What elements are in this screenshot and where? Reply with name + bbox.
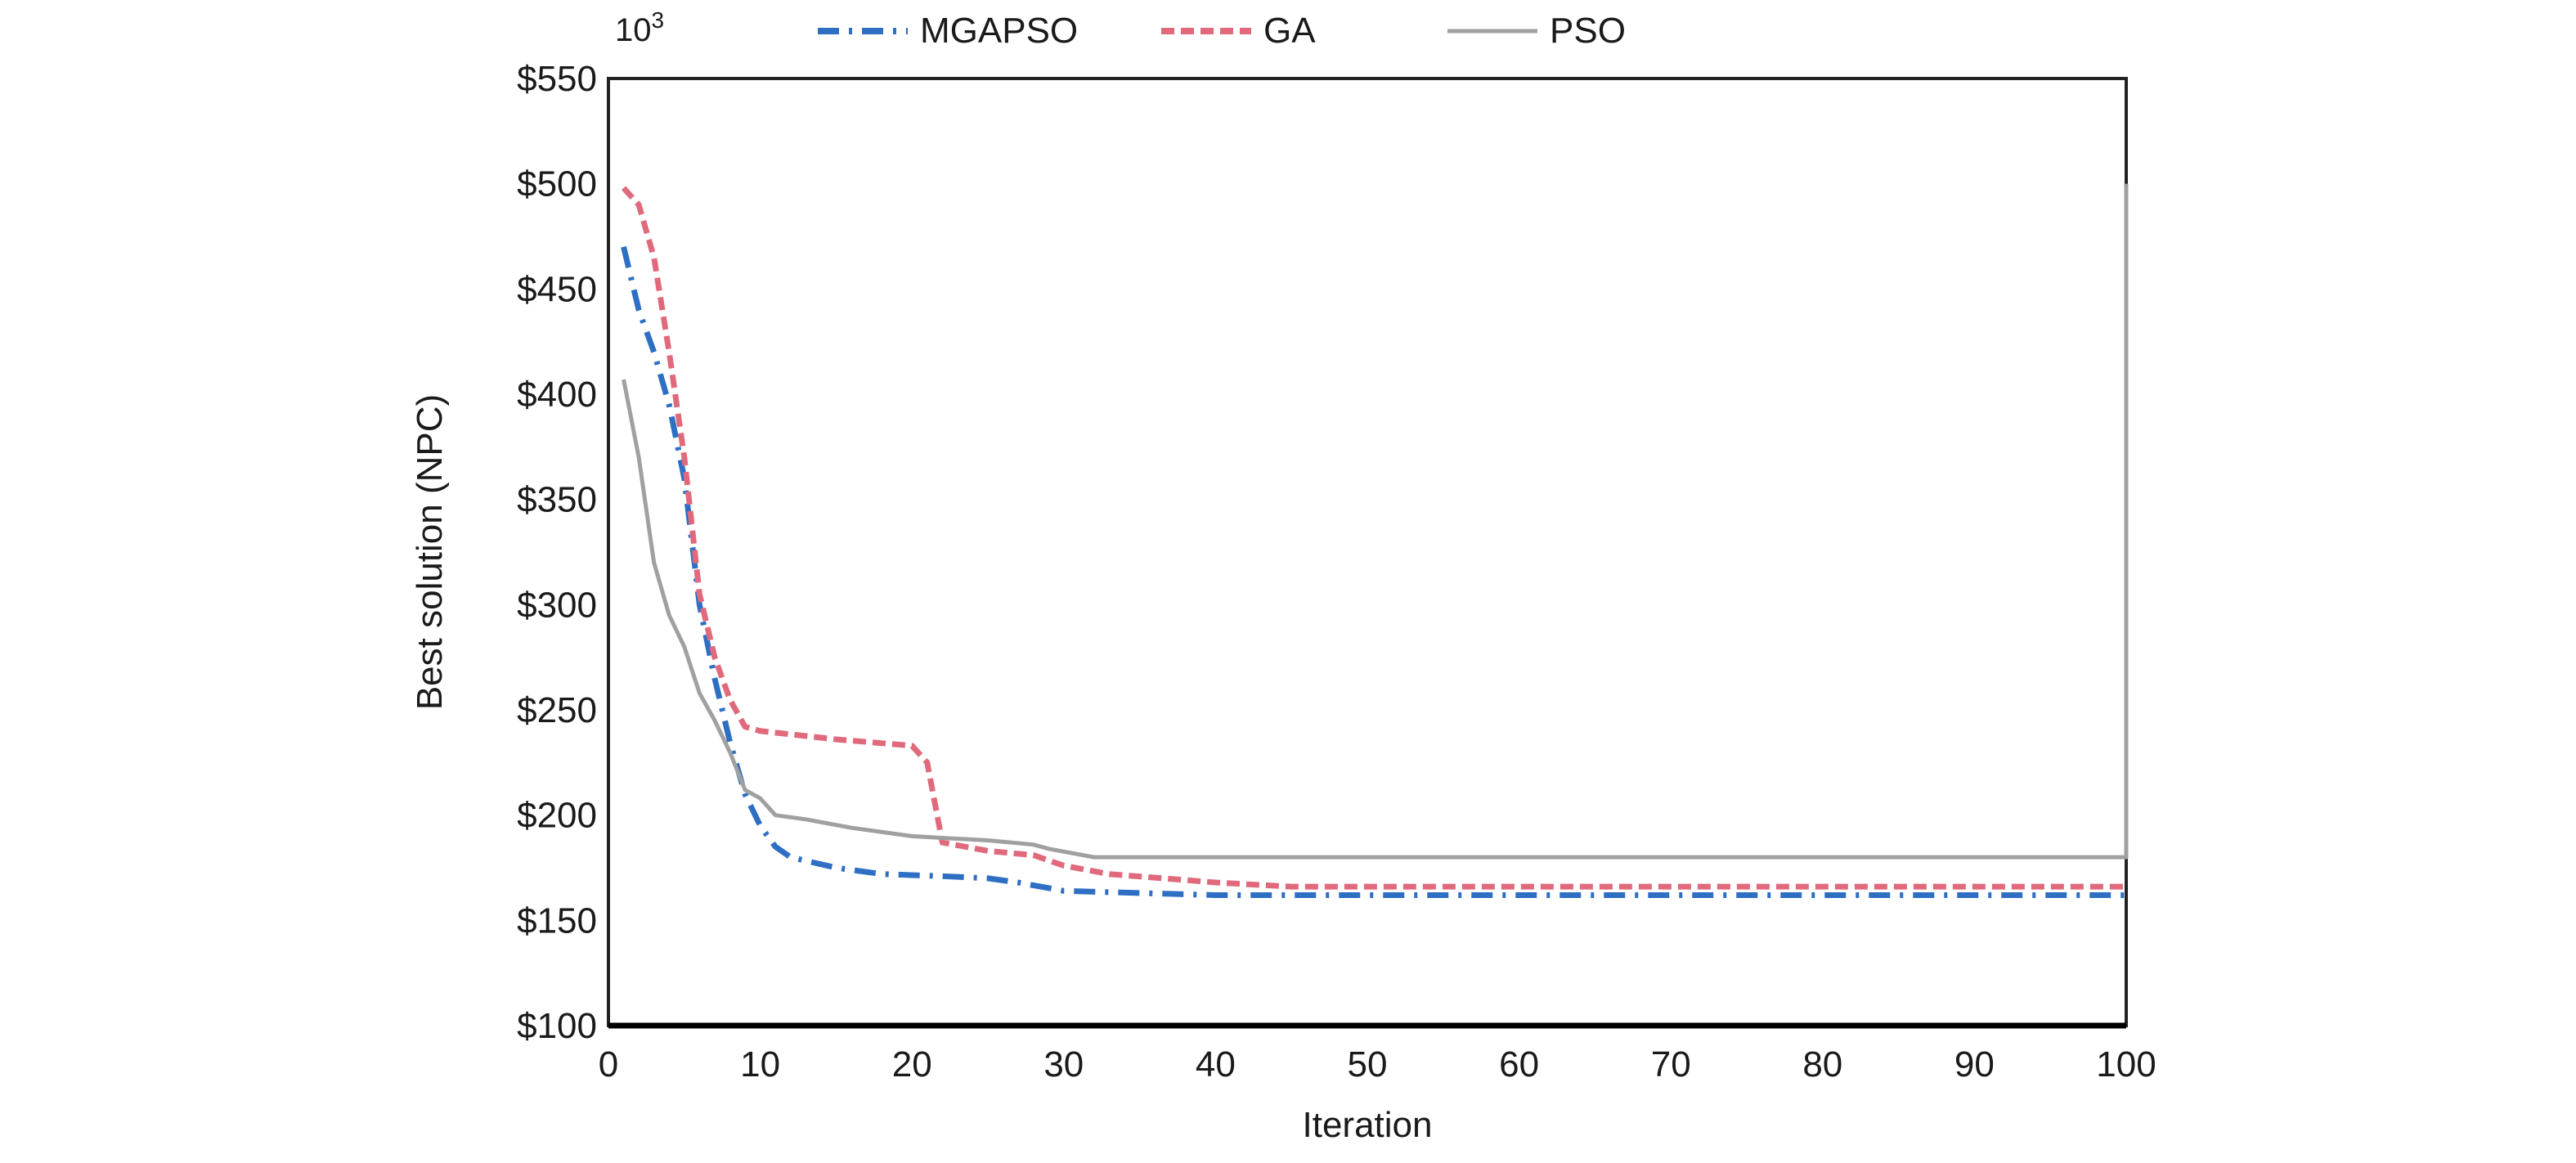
legend-label-ga: GA — [1263, 11, 1316, 51]
series-line-mgapso — [621, 246, 2126, 898]
y-tick-label: $350 — [517, 480, 597, 520]
axes: 0 10 20 30 40 50 60 70 80 90 100 $100 $150 $200 $250 $3… — [517, 59, 2156, 1084]
x-tick-label: 90 — [1954, 1044, 1995, 1084]
x-tick-label: 10 — [740, 1044, 780, 1084]
x-tick-label: 50 — [1348, 1044, 1388, 1084]
series-line-ga — [621, 186, 2126, 890]
y-multiplier: 103 — [615, 7, 664, 48]
y-tick-label: $550 — [517, 59, 597, 99]
x-tick-label: 30 — [1043, 1044, 1084, 1084]
y-tick-label: $500 — [517, 164, 597, 204]
x-tick-label: 70 — [1651, 1044, 1691, 1084]
y-axis-label: Best solution (NPC) — [410, 394, 450, 710]
y-tick-label: $400 — [517, 375, 597, 415]
y-tick-label: $100 — [517, 1006, 597, 1046]
x-tick-label: 80 — [1802, 1044, 1842, 1084]
legend: MGAPSO GA PSO — [818, 11, 1626, 51]
x-axis-label: Iteration — [1303, 1105, 1433, 1145]
series-group — [621, 183, 2129, 898]
x-tick-label: 100 — [2096, 1044, 2156, 1084]
plot-frame — [607, 77, 2128, 1027]
x-tick-label: 40 — [1196, 1044, 1236, 1084]
y-tick-label: $250 — [517, 690, 597, 730]
series-line-pso — [622, 183, 2129, 860]
y-tick-label: $300 — [517, 585, 597, 625]
y-tick-label: $200 — [517, 796, 597, 836]
y-tick-label: $450 — [517, 269, 597, 309]
legend-label-pso: PSO — [1550, 11, 1626, 51]
y-tick-label: $150 — [517, 900, 597, 941]
legend-label-mgapso: MGAPSO — [920, 11, 1078, 51]
x-tick-label: 0 — [599, 1044, 618, 1084]
x-tick-label: 60 — [1499, 1044, 1539, 1084]
x-tick-label: 20 — [892, 1044, 932, 1084]
